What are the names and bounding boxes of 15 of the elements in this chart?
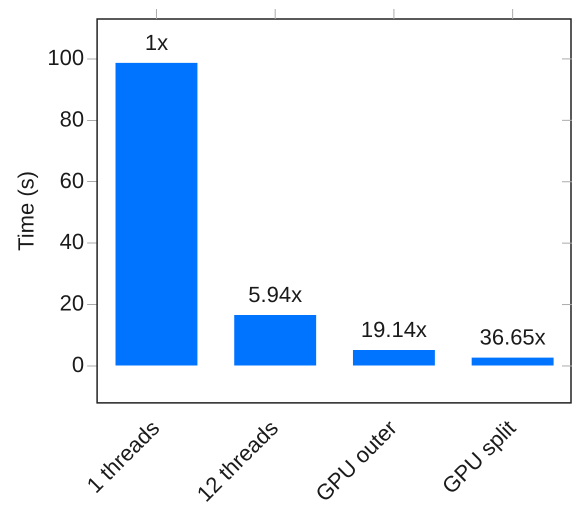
annotation: 5.94x [248,282,302,308]
y-tick-label: 20 [60,290,84,316]
bar [234,315,316,366]
bar [116,62,198,366]
y-tick-label: 40 [60,229,84,254]
bar [352,350,435,366]
bar [472,358,554,366]
y-axis-title: Time (s) [13,170,38,251]
annotation: 1x [144,30,168,55]
annotation: 36.65x [480,324,546,350]
y-tick-label: 60 [60,168,84,193]
y-tick-label: 80 [60,106,84,132]
y-tick-label: 0 [72,352,84,378]
y-tick-label: 100 [47,44,84,70]
annotation: 19.14x [360,317,427,342]
